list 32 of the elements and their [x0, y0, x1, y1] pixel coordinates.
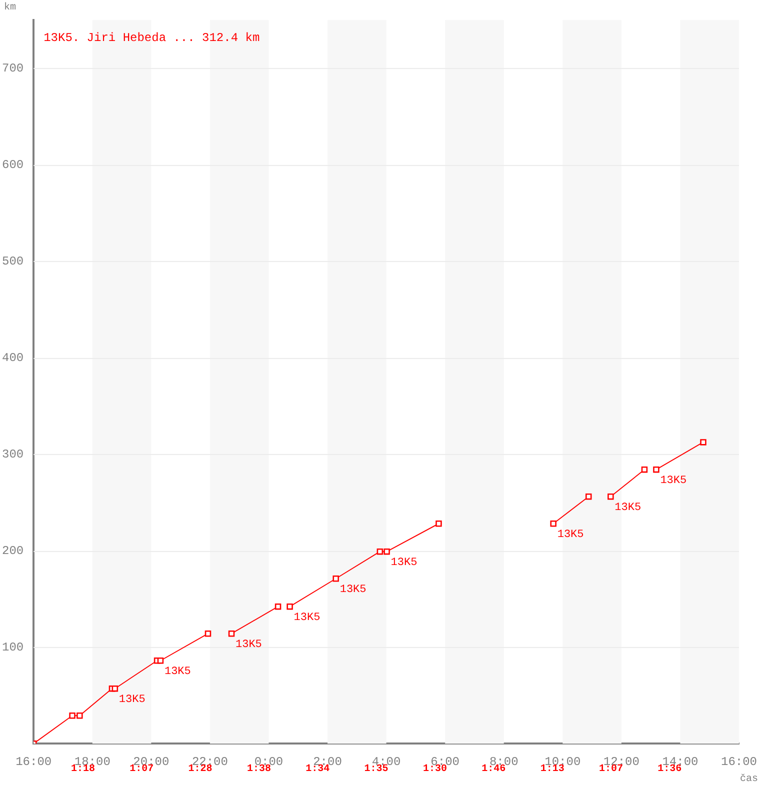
annotation: 13K5 [164, 666, 191, 678]
annotation: 13K5 [557, 529, 584, 542]
y-tick-label: 200 [2, 544, 24, 558]
y-tick-label: 700 [2, 61, 24, 76]
annotation: 13K5 [390, 557, 418, 570]
text: 1:28 [188, 764, 212, 776]
y-tick-label: 500 [2, 254, 24, 268]
x-axis-title: čas [740, 773, 758, 786]
y-tick-label: 300 [2, 447, 24, 462]
text: 1:36 [658, 764, 682, 776]
y-tick-label: 600 [2, 158, 24, 172]
annotation: 13K5 [118, 694, 146, 706]
text: 1:07 [130, 764, 154, 776]
annotation: 13K5 [294, 612, 320, 624]
x-tick-label: 16:00 [16, 754, 52, 769]
text: 1:18 [70, 764, 95, 776]
text: 1:13 [540, 764, 564, 776]
annotation: 13K5 [614, 502, 642, 514]
annotation: 13K5 [660, 475, 687, 488]
y-tick-label: 400 [2, 350, 24, 365]
text: 13K5. Jiri Hebeda ... 312.4 km [44, 31, 260, 46]
y-axis-title: km [4, 2, 16, 14]
text: 1:38 [246, 764, 271, 776]
x-tick-label: 16:00 [720, 754, 758, 769]
annotation: 13K5 [236, 639, 262, 652]
text: 1:30 [422, 764, 447, 776]
text: 1:35 [364, 764, 388, 776]
text: 1:46 [482, 764, 506, 776]
y-tick-label: 100 [2, 640, 24, 654]
annotation: 13K5 [340, 584, 366, 596]
text: 1:34 [306, 764, 330, 776]
text: 1:07 [598, 764, 623, 776]
